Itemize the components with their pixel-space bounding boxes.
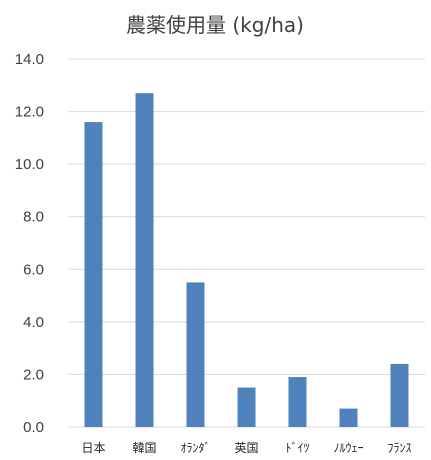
bar — [339, 408, 358, 427]
bars — [84, 93, 409, 428]
y-tick-label: 14.0 — [15, 51, 44, 68]
x-category-label: ｵﾗﾝﾀﾞ — [180, 441, 210, 455]
chart-title: 農薬使用量 (kg/ha) — [126, 13, 304, 37]
x-category-label: 韓国 — [132, 441, 156, 455]
bar — [237, 387, 256, 427]
x-category-label: ﾌﾗﾝｽ — [387, 441, 411, 455]
bar — [288, 377, 307, 427]
x-category-label: ﾄﾞｲﾂ — [285, 441, 309, 455]
bar — [390, 363, 409, 427]
bar — [186, 282, 205, 427]
y-tick-label: 0.0 — [23, 419, 44, 436]
y-tick-label: 8.0 — [23, 209, 44, 226]
x-axis-labels: 日本 韓国 ｵﾗﾝﾀﾞ 英国 ﾄﾞｲﾂ ﾉﾙｳｪｰ ﾌﾗﾝｽ — [81, 441, 411, 455]
y-axis-ticks: 0.0 2.0 4.0 6.0 8.0 10.0 12.0 14.0 — [15, 51, 44, 436]
x-category-label: 日本 — [81, 441, 105, 455]
y-tick-label: 10.0 — [15, 156, 44, 173]
y-tick-label: 6.0 — [23, 261, 44, 278]
y-tick-label: 12.0 — [15, 104, 44, 121]
bar — [84, 122, 103, 427]
gridlines — [68, 58, 425, 428]
x-category-label: 英国 — [234, 441, 258, 455]
y-tick-label: 4.0 — [23, 314, 44, 331]
y-tick-label: 2.0 — [23, 366, 44, 383]
x-category-label: ﾉﾙｳｪｰ — [333, 441, 363, 455]
bar — [135, 93, 154, 428]
